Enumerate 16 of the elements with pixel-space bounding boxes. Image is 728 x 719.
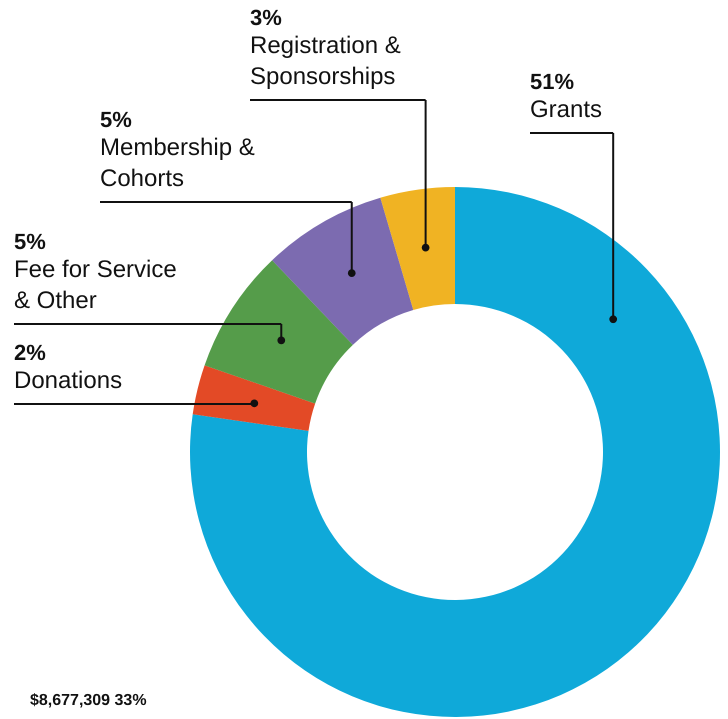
- slice-label: Membership & Cohorts: [100, 134, 255, 192]
- data-label: 5%: [14, 229, 46, 254]
- donut-slice: [192, 365, 316, 431]
- slice-label: Registration & Sponsorships: [250, 32, 401, 90]
- data-label: 3%: [250, 5, 282, 30]
- data-label: 2%: [14, 340, 46, 365]
- text: $8,677,309 33%: [30, 692, 147, 709]
- slice-label: Fee for Service & Other: [14, 256, 177, 314]
- slice-label: Donations: [14, 367, 122, 394]
- donut-slice: [190, 187, 720, 717]
- data-label: 51%: [530, 69, 574, 94]
- donut-slice: [272, 198, 414, 345]
- slice-label: Grants: [530, 96, 602, 123]
- donut-slice: [204, 260, 353, 404]
- donut-slice: [380, 187, 455, 310]
- data-label: 5%: [100, 107, 132, 132]
